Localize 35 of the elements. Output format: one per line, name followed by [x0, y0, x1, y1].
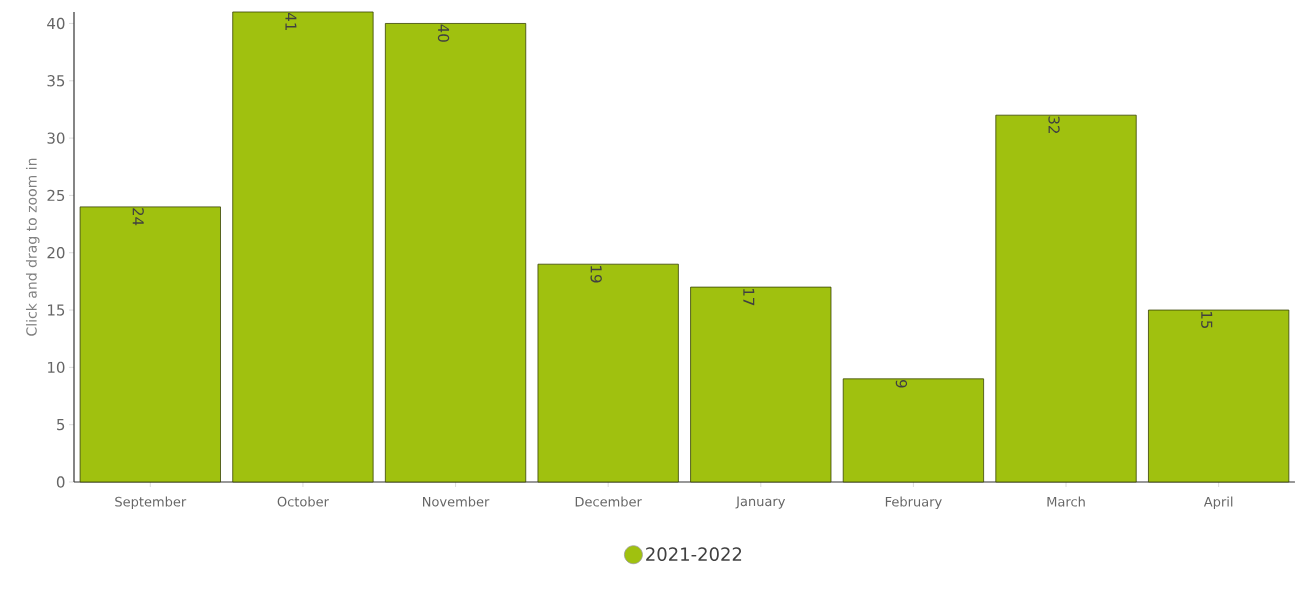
y-tick-label: 0	[56, 476, 65, 488]
data-label: 32	[1048, 116, 1060, 133]
bar	[384, 23, 527, 483]
x-tick-label: January	[735, 496, 786, 509]
text: 2021-2022	[646, 547, 742, 561]
bar	[842, 378, 985, 483]
data-label: 17	[743, 288, 755, 306]
x-tick-label: December	[575, 496, 642, 507]
y-tick-label: 10	[48, 361, 65, 374]
data-label: 15	[1201, 311, 1213, 329]
y-tick-label: 5	[57, 419, 65, 431]
y-tick-label: 20	[47, 247, 65, 259]
x-tick-label: March	[1047, 496, 1085, 507]
bar	[79, 206, 221, 483]
y-tick-label: 25	[47, 189, 65, 202]
bar	[232, 11, 374, 483]
data-label: 19	[590, 266, 602, 283]
data-label: 41	[285, 12, 297, 30]
x-tick-label: November	[423, 496, 490, 507]
data-label: 9	[895, 379, 908, 388]
y-tick-label: 15	[48, 304, 65, 316]
bar	[1148, 309, 1290, 483]
y-tick-label: 40	[47, 17, 65, 30]
bar	[690, 286, 832, 483]
bar	[537, 263, 679, 483]
y-tick-label: 30	[47, 132, 65, 144]
x-tick-label: October	[277, 496, 329, 507]
y-axis-title: Click and drag to zoom in	[25, 158, 40, 336]
bar	[995, 114, 1137, 483]
x-tick-label: February	[885, 496, 942, 510]
x-tick-label: April	[1203, 496, 1233, 510]
data-label: 40	[437, 24, 450, 42]
y-tick-label: 35	[47, 75, 65, 87]
x-tick-label: September	[115, 496, 187, 510]
data-label: 24	[132, 208, 144, 226]
